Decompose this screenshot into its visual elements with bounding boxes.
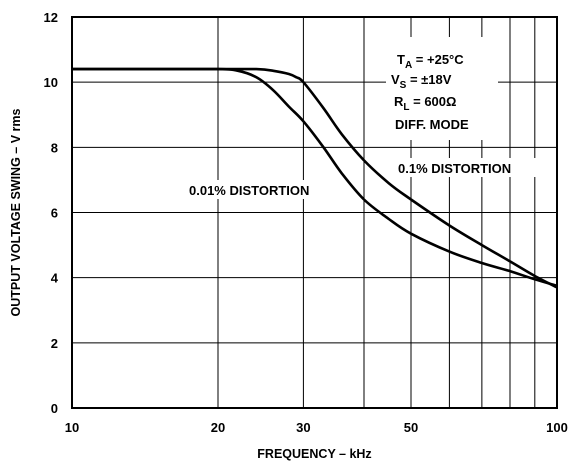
series-lines [71,67,558,289]
y-tick-label: 2 [51,336,58,351]
x-tick-label: 100 [546,420,568,435]
x-tick-label: 30 [296,420,310,435]
x-tick-label: 50 [404,420,418,435]
x-tick-label: 20 [211,420,225,435]
x-axis-label: FREQUENCY – kHz [257,447,371,461]
condition-ta: TA = +25°C [397,52,464,71]
y-tick-label: 8 [51,140,58,155]
condition-rl: RL = 600Ω [394,94,456,113]
series-label-0-01-distortion: 0.01% DISTORTION [189,183,309,198]
label-bg-0-01 [186,180,342,199]
y-axis-label: OUTPUT VOLTAGE SWING – V rms [9,109,23,317]
y-tick-label: 10 [44,75,58,90]
y-tick-label: 4 [51,271,59,286]
series-label-0-1-distortion: 0.1% DISTORTION [398,161,511,176]
plot-frame [71,16,558,409]
series-line-0 [71,67,558,289]
series-line-1 [71,67,558,288]
x-tick-label: 10 [65,420,79,435]
conditions-box [386,37,498,140]
y-tick-labels: 0 2 4 6 8 10 12 [44,10,59,416]
label-bg-0-1 [395,158,537,177]
condition-mode: DIFF. MODE [395,117,469,132]
condition-vs: VS = ±18V [391,72,452,91]
y-tick-label: 6 [51,206,58,221]
x-tick-labels: 10 20 30 50 100 [65,420,568,435]
y-tick-label: 0 [51,401,58,416]
y-tick-label: 12 [44,10,58,25]
